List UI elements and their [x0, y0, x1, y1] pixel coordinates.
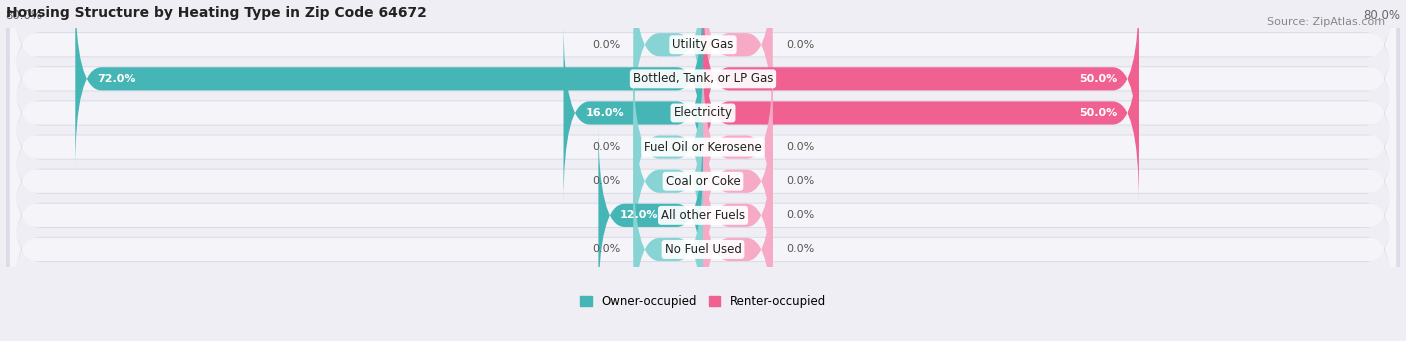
- FancyBboxPatch shape: [564, 22, 703, 204]
- FancyBboxPatch shape: [10, 124, 1396, 306]
- Text: 80.0%: 80.0%: [1364, 9, 1400, 22]
- FancyBboxPatch shape: [10, 90, 1396, 272]
- FancyBboxPatch shape: [633, 0, 703, 135]
- Text: 0.0%: 0.0%: [592, 176, 620, 186]
- Legend: Owner-occupied, Renter-occupied: Owner-occupied, Renter-occupied: [575, 291, 831, 313]
- FancyBboxPatch shape: [703, 0, 1139, 169]
- FancyBboxPatch shape: [6, 57, 1400, 305]
- Text: 50.0%: 50.0%: [1078, 74, 1118, 84]
- Text: 16.0%: 16.0%: [585, 108, 624, 118]
- Text: Utility Gas: Utility Gas: [672, 38, 734, 51]
- FancyBboxPatch shape: [703, 159, 773, 340]
- FancyBboxPatch shape: [10, 159, 1396, 340]
- Text: 0.0%: 0.0%: [592, 40, 620, 50]
- FancyBboxPatch shape: [6, 125, 1400, 341]
- Text: Source: ZipAtlas.com: Source: ZipAtlas.com: [1267, 17, 1385, 27]
- Text: No Fuel Used: No Fuel Used: [665, 243, 741, 256]
- Text: 12.0%: 12.0%: [620, 210, 658, 220]
- Text: 72.0%: 72.0%: [97, 74, 135, 84]
- FancyBboxPatch shape: [76, 0, 703, 169]
- FancyBboxPatch shape: [703, 56, 773, 238]
- FancyBboxPatch shape: [599, 124, 703, 306]
- FancyBboxPatch shape: [703, 0, 773, 135]
- Text: 0.0%: 0.0%: [592, 142, 620, 152]
- Text: All other Fuels: All other Fuels: [661, 209, 745, 222]
- Text: 0.0%: 0.0%: [786, 40, 814, 50]
- FancyBboxPatch shape: [6, 23, 1400, 271]
- Text: Coal or Coke: Coal or Coke: [665, 175, 741, 188]
- FancyBboxPatch shape: [10, 22, 1396, 204]
- Text: 0.0%: 0.0%: [786, 210, 814, 220]
- FancyBboxPatch shape: [633, 56, 703, 238]
- Text: 0.0%: 0.0%: [786, 176, 814, 186]
- FancyBboxPatch shape: [703, 22, 1139, 204]
- FancyBboxPatch shape: [10, 56, 1396, 238]
- Text: 80.0%: 80.0%: [6, 9, 42, 22]
- FancyBboxPatch shape: [10, 0, 1396, 135]
- Text: Bottled, Tank, or LP Gas: Bottled, Tank, or LP Gas: [633, 72, 773, 85]
- FancyBboxPatch shape: [633, 90, 703, 272]
- FancyBboxPatch shape: [703, 90, 773, 272]
- FancyBboxPatch shape: [633, 159, 703, 340]
- Text: Fuel Oil or Kerosene: Fuel Oil or Kerosene: [644, 140, 762, 153]
- Text: 0.0%: 0.0%: [786, 142, 814, 152]
- FancyBboxPatch shape: [6, 0, 1400, 203]
- FancyBboxPatch shape: [703, 124, 773, 306]
- Text: Housing Structure by Heating Type in Zip Code 64672: Housing Structure by Heating Type in Zip…: [6, 5, 426, 19]
- Text: 50.0%: 50.0%: [1078, 108, 1118, 118]
- FancyBboxPatch shape: [6, 0, 1400, 237]
- Text: Electricity: Electricity: [673, 106, 733, 119]
- Text: 0.0%: 0.0%: [592, 244, 620, 254]
- FancyBboxPatch shape: [10, 0, 1396, 169]
- Text: 0.0%: 0.0%: [786, 244, 814, 254]
- FancyBboxPatch shape: [6, 91, 1400, 339]
- FancyBboxPatch shape: [6, 0, 1400, 168]
